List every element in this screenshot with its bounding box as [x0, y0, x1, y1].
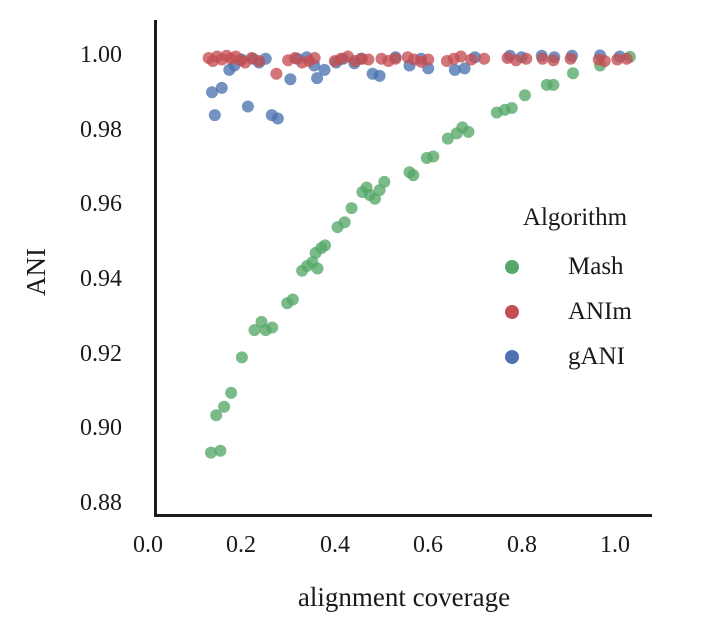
data-point-mash — [338, 216, 351, 229]
x-tick-label: 0.4 — [320, 532, 350, 558]
data-point-gani — [206, 86, 218, 99]
data-point-gani — [284, 73, 297, 86]
data-point-anim — [253, 55, 266, 67]
legend-item-label: Mash — [568, 253, 624, 280]
data-point-anim — [564, 52, 577, 65]
data-point-mash — [441, 132, 454, 145]
y-tick-label: 0.98 — [80, 117, 122, 143]
y-tick-label: 0.90 — [80, 415, 122, 441]
x-tick-label: 0.0 — [133, 532, 163, 558]
data-point-anim — [389, 52, 402, 65]
data-point-anim — [362, 53, 375, 66]
data-point-mash — [427, 150, 440, 163]
data-point-gani — [373, 69, 386, 82]
legend-item-anim: ANIm — [490, 297, 632, 327]
data-point-anim — [611, 53, 624, 66]
data-point-anim — [536, 52, 549, 65]
data-point-mash — [214, 444, 227, 457]
data-point-anim — [422, 53, 435, 66]
x-tick-label: 0.8 — [507, 532, 537, 558]
y-tick-label: 1.00 — [80, 42, 122, 68]
data-point-mash — [345, 202, 358, 215]
data-point-gani — [215, 81, 228, 94]
data-point-anim — [465, 53, 478, 66]
data-point-mash — [311, 262, 324, 275]
legend-item-label: gANI — [568, 343, 625, 370]
data-point-gani — [318, 63, 331, 76]
data-point-anim — [510, 54, 522, 67]
legend-item-label: ANIm — [568, 298, 632, 325]
gani-marker-icon — [505, 350, 519, 364]
y-tick-label: 0.88 — [80, 490, 122, 516]
x-axis-label: alignment coverage — [297, 582, 511, 612]
data-point-gani — [241, 100, 254, 113]
y-tick-label: 0.92 — [80, 341, 122, 367]
y-axis-label: ANI — [21, 248, 51, 296]
data-point-mash — [505, 102, 518, 114]
data-point-mash — [210, 409, 223, 422]
data-point-mash — [518, 89, 531, 102]
data-point-mash — [235, 351, 248, 364]
data-point-mash — [225, 386, 238, 399]
y-tick-label: 0.94 — [80, 266, 122, 292]
legend: Algorithm Mash ANIm gANI — [490, 200, 660, 380]
data-point-anim — [520, 52, 533, 65]
anim-marker-icon — [505, 305, 519, 319]
y-tick-label: 0.96 — [80, 191, 122, 217]
legend-item-gani: gANI — [490, 342, 625, 372]
data-point-mash — [567, 67, 579, 80]
data-point-mash — [462, 125, 475, 138]
data-point-mash — [248, 324, 261, 337]
data-point-mash — [319, 239, 331, 252]
data-point-mash — [218, 400, 231, 413]
data-point-gani — [271, 112, 284, 125]
mash-marker-icon — [505, 260, 519, 274]
data-point-anim — [478, 52, 491, 65]
data-point-anim — [598, 55, 611, 67]
data-point-mash — [286, 293, 299, 306]
data-point-anim — [547, 54, 560, 67]
data-point-gani — [458, 62, 471, 75]
data-point-anim — [454, 50, 467, 63]
data-point-mash — [205, 446, 217, 459]
x-tick-label: 0.2 — [226, 532, 256, 558]
legend-item-mash: Mash — [490, 252, 624, 282]
data-point-anim — [308, 52, 321, 64]
data-point-mash — [547, 78, 560, 91]
data-point-mash — [378, 175, 391, 188]
data-point-mash — [407, 169, 420, 182]
data-point-anim — [620, 52, 633, 65]
data-point-gani — [208, 109, 221, 122]
data-point-gani — [311, 72, 324, 85]
x-tick-label: 0.6 — [413, 532, 443, 558]
x-tick-label: 1.0 — [600, 532, 630, 558]
data-point-mash — [266, 321, 279, 334]
legend-title: Algorithm — [522, 204, 628, 231]
data-point-gani — [448, 63, 461, 76]
data-point-anim — [270, 67, 283, 80]
